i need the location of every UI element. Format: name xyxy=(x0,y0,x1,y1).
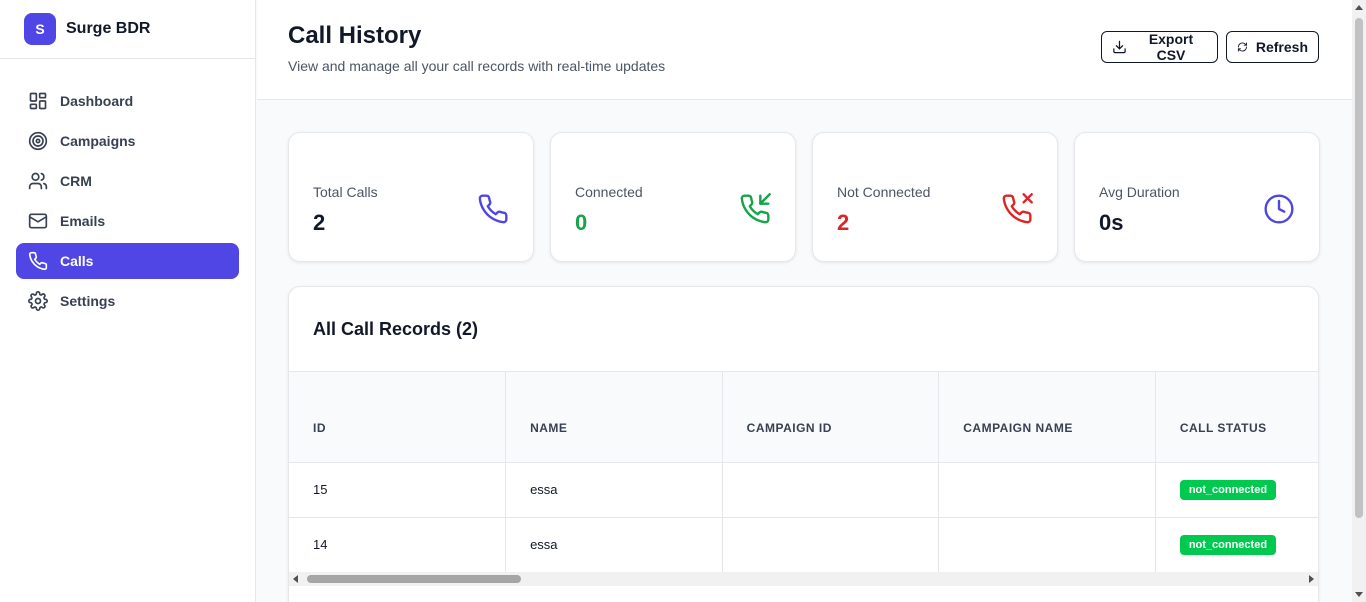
scroll-down-arrow-icon[interactable] xyxy=(1355,592,1363,597)
stat-value: 0s xyxy=(1099,210,1124,235)
scroll-up-arrow-icon[interactable] xyxy=(1355,5,1363,10)
status-badge: not_connected xyxy=(1179,479,1277,500)
cell-call-status: not_connected xyxy=(1155,462,1318,517)
export-csv-label: Export CSV xyxy=(1148,31,1194,63)
stat-label: Total Calls xyxy=(313,184,378,200)
sidebar: S Surge BDR Dashboard Campaigns CRM Emai… xyxy=(0,0,256,602)
call-records-card: All Call Records (2) ID NAME CAMPAIGN ID… xyxy=(288,286,1319,602)
column-header-campaign-name[interactable]: CAMPAIGN NAME xyxy=(938,372,1156,463)
sidebar-item-calls[interactable]: Calls xyxy=(16,243,239,279)
page-vertical-scrollbar[interactable] xyxy=(1352,0,1366,602)
stat-value: 0 xyxy=(575,210,588,235)
stat-card-not-connected: Not Connected 2 xyxy=(812,132,1058,262)
stat-card-connected: Connected 0 xyxy=(550,132,796,262)
table-row[interactable]: 14 essa not_connected D xyxy=(289,517,1318,572)
stat-label: Not Connected xyxy=(837,184,931,200)
refresh-icon xyxy=(1237,42,1247,52)
gear-icon xyxy=(28,291,48,311)
stat-label: Connected xyxy=(575,184,643,200)
sidebar-item-campaigns[interactable]: Campaigns xyxy=(16,123,239,159)
phone-icon xyxy=(28,251,48,271)
refresh-label: Refresh xyxy=(1255,39,1308,55)
column-header-name[interactable]: NAME xyxy=(505,372,723,463)
sidebar-item-label: CRM xyxy=(60,173,92,189)
call-records-title: All Call Records (2) xyxy=(289,287,1318,372)
page-subtitle: View and manage all your call records wi… xyxy=(288,58,666,74)
dashboard-icon xyxy=(29,92,47,110)
cell-campaign-id xyxy=(722,517,940,572)
call-records-table: ID NAME CAMPAIGN ID CAMPAIGN NAME CALL S… xyxy=(289,372,1318,572)
sidebar-item-settings[interactable]: Settings xyxy=(16,283,239,319)
sidebar-item-label: Campaigns xyxy=(60,133,136,149)
sidebar-item-emails[interactable]: Emails xyxy=(16,203,239,239)
page-header: Call History View and manage all your ca… xyxy=(257,0,1352,100)
brand-name: Surge BDR xyxy=(66,20,151,37)
stats-row: Total Calls 2 Connected 0 Not Connected … xyxy=(288,132,1320,262)
cell-id: 14 xyxy=(289,517,507,572)
refresh-button[interactable]: Refresh xyxy=(1226,31,1319,63)
users-icon xyxy=(28,172,48,190)
sidebar-item-label: Settings xyxy=(60,293,116,309)
cell-campaign-id xyxy=(722,462,940,517)
call-records-table-wrapper[interactable]: ID NAME CAMPAIGN ID CAMPAIGN NAME CALL S… xyxy=(289,372,1318,572)
clock-icon xyxy=(1264,194,1294,224)
export-csv-button[interactable]: Export CSV xyxy=(1101,31,1218,63)
sidebar-item-crm[interactable]: CRM xyxy=(16,163,239,199)
column-header-id[interactable]: ID xyxy=(289,372,507,463)
table-row[interactable]: 15 essa not_connected D xyxy=(289,462,1318,517)
download-icon xyxy=(1113,40,1126,54)
stat-value: 2 xyxy=(313,210,326,235)
stat-card-avg-duration: Avg Duration 0s xyxy=(1074,132,1320,262)
sidebar-item-label: Dashboard xyxy=(60,93,134,109)
stat-value: 2 xyxy=(837,210,850,235)
stat-label: Avg Duration xyxy=(1099,184,1180,200)
target-icon xyxy=(28,131,48,151)
cell-name: essa xyxy=(505,462,723,517)
cell-id: 15 xyxy=(289,462,507,517)
cell-campaign-name xyxy=(938,517,1156,572)
sidebar-item-dashboard[interactable]: Dashboard xyxy=(16,83,239,119)
main-content: Call History View and manage all your ca… xyxy=(257,0,1352,602)
cell-campaign-name xyxy=(938,462,1156,517)
sidebar-nav: Dashboard Campaigns CRM Emails Calls Set… xyxy=(0,59,255,319)
phone-icon xyxy=(478,194,508,224)
mail-icon xyxy=(28,213,48,229)
scroll-right-arrow-icon[interactable] xyxy=(1309,575,1314,583)
scroll-left-arrow-icon[interactable] xyxy=(293,575,298,583)
horizontal-scroll-thumb[interactable] xyxy=(307,575,521,583)
phone-incoming-icon xyxy=(740,193,771,224)
cell-name: essa xyxy=(505,517,723,572)
cell-call-status: not_connected xyxy=(1155,517,1318,572)
status-badge: not_connected xyxy=(1179,534,1277,555)
phone-missed-icon xyxy=(1002,193,1033,224)
table-header-row: ID NAME CAMPAIGN ID CAMPAIGN NAME CALL S… xyxy=(289,372,1318,463)
column-header-campaign-id[interactable]: CAMPAIGN ID xyxy=(722,372,940,463)
horizontal-scrollbar[interactable] xyxy=(289,572,1318,586)
sidebar-item-label: Calls xyxy=(60,253,94,269)
vertical-scroll-thumb[interactable] xyxy=(1355,18,1363,518)
brand-logo: S xyxy=(24,13,56,45)
stat-card-total-calls: Total Calls 2 xyxy=(288,132,534,262)
column-header-call-status[interactable]: CALL STATUS xyxy=(1155,372,1318,463)
sidebar-item-label: Emails xyxy=(60,213,106,229)
brand[interactable]: S Surge BDR xyxy=(0,0,255,59)
page-title: Call History xyxy=(288,22,422,49)
